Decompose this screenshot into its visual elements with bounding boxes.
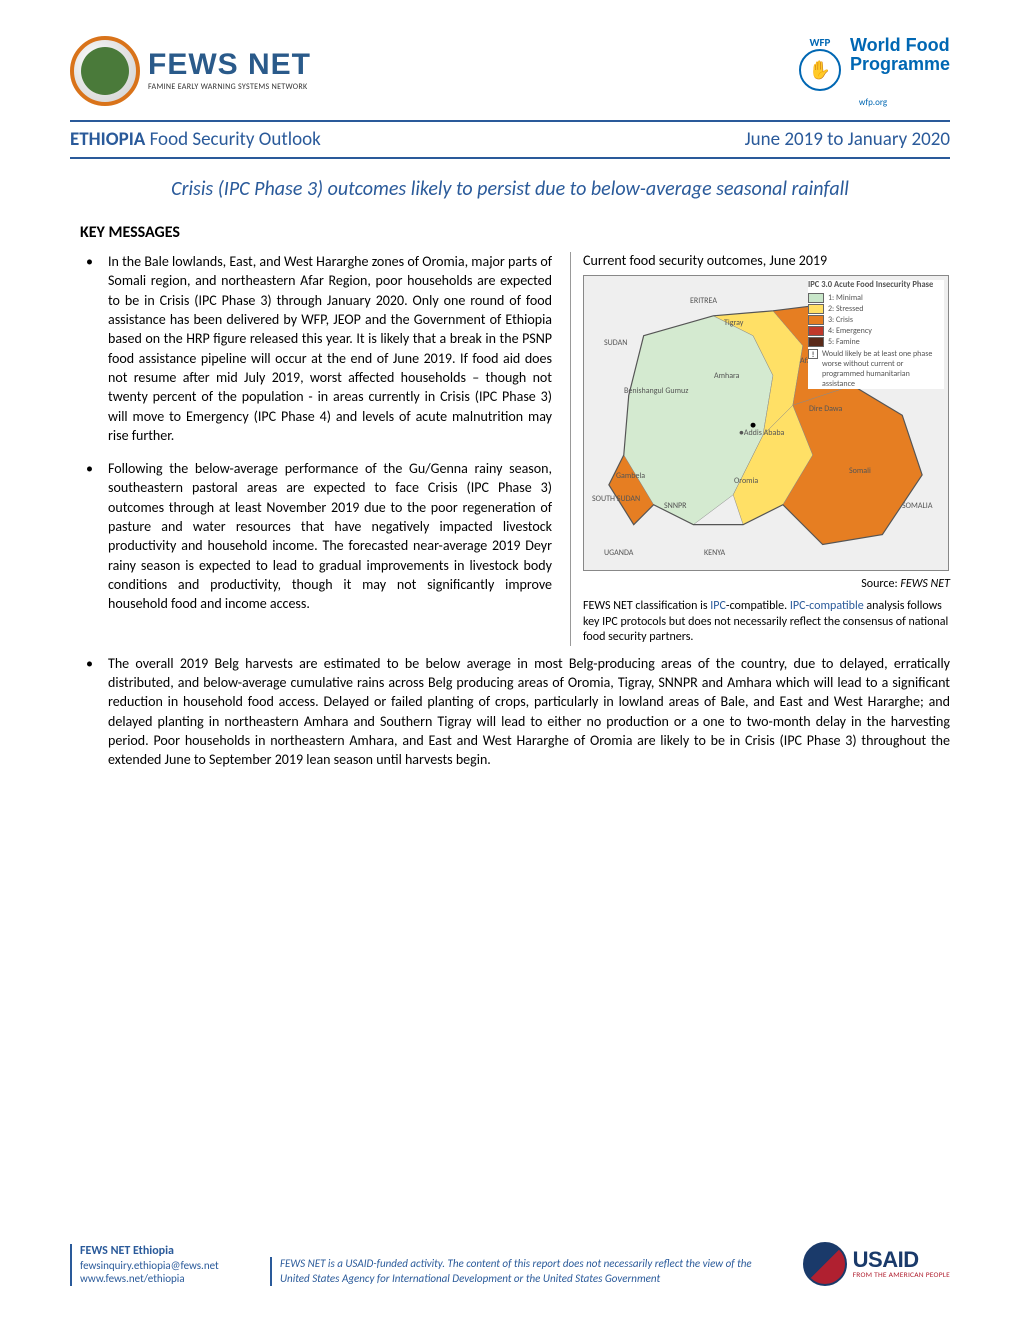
title-rule: [70, 157, 950, 159]
usaid-sub: FROM THE AMERICAN PEOPLE: [853, 1272, 950, 1280]
footer-disclaimer: FEWS NET is a USAID-funded activity. The…: [270, 1257, 773, 1286]
header-logos: FEWS NET FAMINE EARLY WARNING SYSTEMS NE…: [70, 36, 950, 108]
document-subtitle: Crisis (IPC Phase 3) outcomes likely to …: [70, 177, 950, 201]
header-rule: [70, 120, 950, 122]
wfp-url: wfp.org: [859, 97, 887, 108]
fews-logo-text: FEWS NET: [148, 50, 311, 80]
wfp-logo: WFP ✋ World Food Programme wfp.org: [796, 36, 950, 108]
page-footer: FEWS NET Ethiopia fewsinquiry.ethiopia@f…: [70, 1242, 950, 1286]
bullet-2: Following the below-average performance …: [80, 459, 950, 614]
fews-logo-sub: FAMINE EARLY WARNING SYSTEMS NETWORK: [148, 82, 311, 92]
fews-net-logo: FEWS NET FAMINE EARLY WARNING SYSTEMS NE…: [70, 36, 311, 106]
country-name: ETHIOPIA: [70, 128, 145, 151]
wfp-title-1: World Food: [850, 36, 950, 55]
section-heading: KEY MESSAGES: [80, 223, 950, 242]
bullet-3: The overall 2019 Belg harvests are estim…: [80, 654, 950, 770]
bullet-1: In the Bale lowlands, East, and West Har…: [80, 252, 950, 445]
report-type: Food Security Outlook: [150, 128, 321, 151]
wfp-wreath-icon: ✋: [799, 49, 841, 91]
wfp-title-2: Programme: [850, 55, 950, 74]
footer-url: www.fews.net/ethiopia: [80, 1272, 240, 1286]
usaid-logo: USAID FROM THE AMERICAN PEOPLE: [803, 1242, 950, 1286]
usaid-seal-icon: [803, 1242, 847, 1286]
wfp-abbr: WFP: [810, 36, 831, 49]
footer-org: FEWS NET Ethiopia: [80, 1244, 240, 1259]
footer-contact: FEWS NET Ethiopia fewsinquiry.ethiopia@f…: [70, 1244, 240, 1287]
title-bar: ETHIOPIA Food Security Outlook June 2019…: [70, 128, 950, 151]
globe-icon: [70, 36, 140, 106]
report-period: June 2019 to January 2020: [745, 128, 950, 151]
key-messages-list: In the Bale lowlands, East, and West Har…: [70, 252, 950, 770]
footer-email: fewsinquiry.ethiopia@fews.net: [80, 1259, 240, 1273]
usaid-main: USAID: [853, 1249, 950, 1271]
